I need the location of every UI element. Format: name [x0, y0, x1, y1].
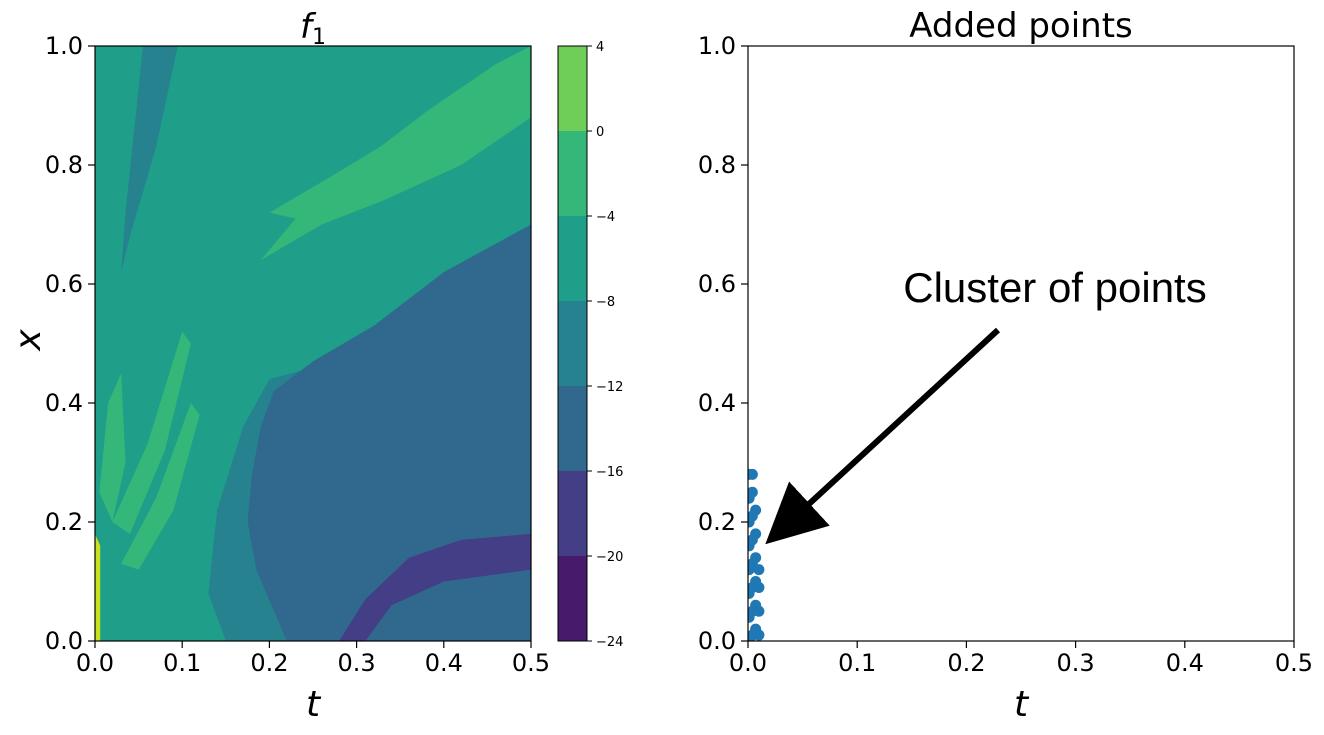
contour-region-left-edge-strip — [95, 533, 101, 641]
contour-axes-frame — [94, 45, 532, 642]
contour-xtick-label: 0.3 — [338, 649, 376, 677]
contour-regions — [95, 46, 531, 641]
contour-ytick-label: 0.8 — [45, 151, 83, 179]
scatter-point — [753, 564, 765, 576]
colorbar-band — [558, 216, 587, 301]
scatter-xtick-label: 0.3 — [1057, 649, 1095, 677]
scatter-xtick-label: 0.4 — [1166, 649, 1204, 677]
contour-panel: 0.0 0.1 0.2 0.3 0.4 0.5 0.0 0.2 0.4 0.6 0.8 1.0 f1… — [8, 7, 550, 725]
annotation-text: Cluster of points — [903, 264, 1206, 311]
left-x-ticks: 0.0 0.1 0.2 0.3 0.4 0.5 — [76, 641, 550, 677]
scatter-ytick-label: 0.0 — [698, 627, 736, 655]
contour-xtick-label: 0.2 — [250, 649, 288, 677]
scatter-point — [748, 486, 758, 498]
contour-title-subscript: 1 — [312, 25, 326, 50]
colorbar-band — [558, 556, 587, 641]
contour-ylabel: x — [8, 329, 49, 352]
scatter-point — [750, 552, 762, 564]
contour-title: f1 — [300, 7, 326, 50]
colorbar: −24 −20 −16 −12 −8 −4 0 4 — [557, 40, 623, 650]
colorbar-tick-label: −12 — [596, 380, 623, 395]
right-y-ticks: 0.0 0.2 0.4 0.6 0.8 1.0 — [698, 32, 748, 655]
scatter-xtick-label: 0.5 — [1275, 649, 1313, 677]
scatter-ytick-label: 0.6 — [698, 270, 736, 298]
scatter-xtick-label: 0.1 — [838, 649, 876, 677]
scatter-xlabel: t — [1014, 684, 1030, 725]
scatter-ytick-label: 1.0 — [698, 32, 736, 60]
colorbar-ticks: −24 −20 −16 −12 −8 −4 0 4 — [587, 40, 623, 650]
scatter-ytick-label: 0.2 — [698, 508, 736, 536]
scatter-points — [748, 468, 765, 641]
scatter-panel: 0.0 0.1 0.2 0.3 0.4 0.5 0.0 0.2 0.4 0.6 0.8 1.0 Ad… — [698, 6, 1313, 725]
scatter-xtick-label: 0.0 — [729, 649, 767, 677]
scatter-point — [753, 581, 765, 593]
contour-ytick-label: 0.2 — [45, 508, 83, 536]
annotation-arrow — [765, 327, 1001, 545]
contour-ytick-label: 0.6 — [45, 270, 83, 298]
scatter-point — [753, 629, 765, 641]
scatter-axes-frame — [747, 45, 1295, 642]
contour-xtick-label: 0.5 — [512, 649, 550, 677]
contour-region-left-lobe-2 — [112, 331, 191, 534]
contour-region-left-lobe-1 — [99, 373, 126, 522]
contour-xtick-label: 0.0 — [76, 649, 114, 677]
scatter-point — [750, 504, 762, 516]
contour-xlabel: t — [306, 684, 322, 725]
contour-xtick-label: 0.4 — [425, 649, 463, 677]
colorbar-band — [558, 301, 587, 386]
contour-ytick-label: 0.0 — [45, 627, 83, 655]
scatter-title: Added points — [909, 6, 1133, 46]
contour-region-main-dark-basin — [247, 224, 531, 641]
scatter-point — [753, 605, 765, 617]
contour-region-bottom-arc — [339, 533, 531, 641]
colorbar-band — [558, 131, 587, 216]
right-x-ticks: 0.0 0.1 0.2 0.3 0.4 0.5 — [729, 641, 1313, 677]
contour-ytick-label: 0.4 — [45, 389, 83, 417]
colorbar-tick-label: 0 — [596, 125, 604, 140]
colorbar-tick-label: −8 — [596, 295, 615, 310]
left-y-ticks: 0.0 0.2 0.4 0.6 0.8 1.0 — [45, 32, 95, 655]
colorbar-tick-label: −24 — [596, 635, 623, 650]
scatter-ytick-label: 0.4 — [698, 389, 736, 417]
contour-region-upper-left-ridge — [121, 46, 178, 273]
contour-ytick-label: 1.0 — [45, 32, 83, 60]
contour-region-left-lobe-3 — [121, 403, 200, 570]
colorbar-tick-label: −4 — [596, 210, 615, 225]
scatter-xtick-label: 0.2 — [947, 649, 985, 677]
colorbar-band — [558, 46, 587, 131]
contour-region-upper-right-lobe-2 — [269, 69, 531, 225]
colorbar-tick-label: −16 — [596, 465, 623, 480]
colorbar-band — [558, 471, 587, 556]
contour-xtick-label: 0.1 — [163, 649, 201, 677]
scatter-point — [750, 528, 762, 540]
colorbar-tick-label: 4 — [596, 40, 604, 55]
colorbar-bands — [558, 46, 587, 641]
colorbar-tick-label: −20 — [596, 550, 623, 565]
colorbar-band — [558, 386, 587, 471]
colorbar-frame — [557, 45, 588, 642]
scatter-ytick-label: 0.8 — [698, 151, 736, 179]
scatter-point — [748, 468, 758, 480]
